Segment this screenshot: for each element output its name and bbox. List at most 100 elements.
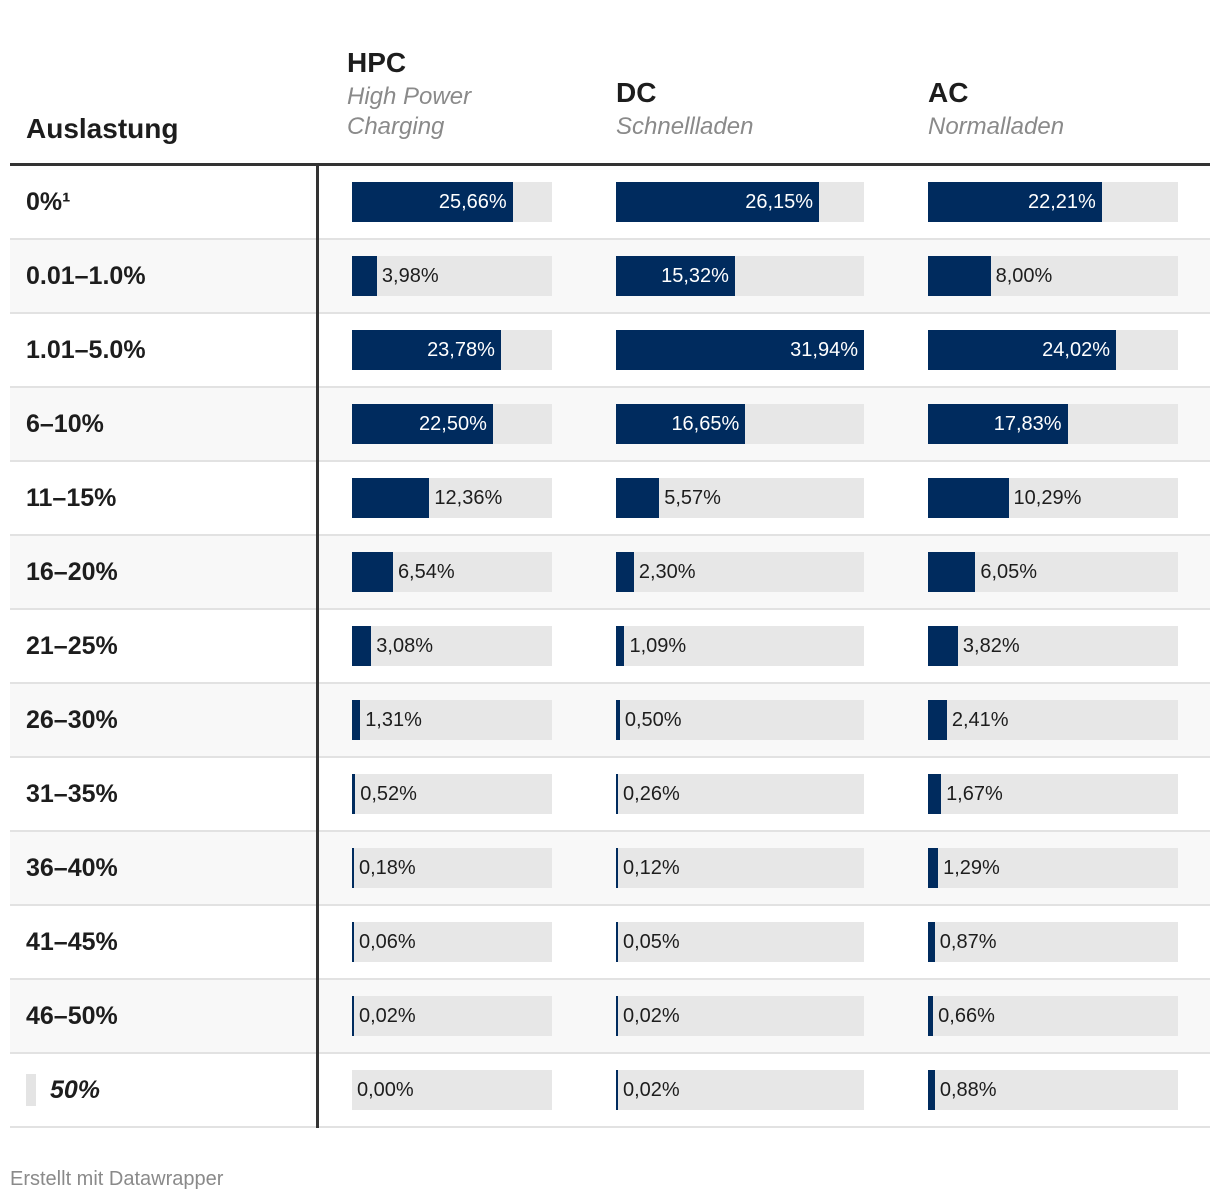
bar-value-label: 1,09% (629, 635, 687, 657)
bar-hpc (352, 478, 430, 518)
table-row: 0%¹ 25,66% 26,15% 22,21% (10, 166, 1210, 240)
table-row: 50% 0,00% 0,02% 0,88% (10, 1054, 1210, 1128)
bar-hpc (352, 404, 493, 444)
bar-value-label: 22,21% (1028, 191, 1096, 213)
bar-value-label: 3,08% (376, 635, 433, 657)
bar-track-dc: 16,65% (616, 404, 864, 444)
bar-value-label: 0,02% (623, 1005, 680, 1027)
row-label-header: Auslastung (26, 113, 179, 144)
bar-dc (616, 1070, 618, 1110)
bar-dc (616, 700, 620, 740)
bar-dc (616, 922, 618, 962)
bar-track-dc: 5,57% (616, 478, 864, 518)
table-row: 41–45% 0,06% 0,05% 0,87% (10, 906, 1210, 980)
table-row: 21–25% 3,08% 1,09% 3,82% (10, 610, 1210, 684)
bar-dc (616, 996, 618, 1036)
bar-track-hpc: 23,78% (352, 330, 552, 370)
bar-track-hpc: 3,98% (352, 256, 552, 296)
bar-hpc (352, 552, 393, 592)
table-row: 0.01–1.0% 3,98% 15,32% 8,00% (10, 240, 1210, 314)
bar-track-ac: 0,88% (928, 1070, 1178, 1110)
bar-ac (928, 774, 942, 814)
bar-track-dc: 2,30% (616, 552, 864, 592)
table-row: 26–30% 1,31% 0,50% 2,41% (10, 684, 1210, 758)
column-subtitle-ac: Normalladen (928, 113, 1065, 140)
row-label: 11–15% (26, 484, 117, 512)
bar-track-dc: 31,94% (616, 330, 864, 370)
column-subtitle-hpc-line1: High Power (347, 83, 472, 110)
bar-track-dc: 0,02% (616, 1070, 864, 1110)
bar-track-ac: 6,05% (928, 552, 1178, 592)
bar-hpc (352, 996, 354, 1036)
bar-value-label: 10,29% (1013, 487, 1082, 509)
table-row: 46–50% 0,02% 0,02% 0,66% (10, 980, 1210, 1054)
bar-value-label: 24,02% (1042, 339, 1111, 361)
bar-value-label: 12,36% (434, 487, 503, 509)
bar-value-label: 31,94% (790, 339, 858, 361)
table-row: 6–10% 22,50% 16,65% 17,83% (10, 388, 1210, 462)
table-row: 11–15% 12,36% 5,57% 10,29% (10, 462, 1210, 536)
bar-value-label: 0,26% (623, 783, 680, 805)
label-column-divider (316, 166, 319, 1128)
bar-value-label: 0,05% (623, 931, 680, 953)
bar-ac (928, 330, 1116, 370)
bar-track-ac: 10,29% (928, 478, 1178, 518)
bar-value-label: 26,15% (745, 191, 814, 213)
bar-value-label: 6,54% (397, 561, 455, 583)
bar-track-ac: 24,02% (928, 330, 1178, 370)
bar-track-hpc: 12,36% (352, 478, 552, 518)
bar-value-label: 0,87% (939, 931, 997, 953)
bar-ac (928, 996, 934, 1036)
bar-track-ac: 8,00% (928, 256, 1178, 296)
row-label: 21–25% (26, 632, 118, 660)
bar-track-ac: 2,41% (928, 700, 1178, 740)
bar-ac (928, 848, 939, 888)
bar-hpc (352, 182, 513, 222)
bar-value-label: 0,12% (623, 857, 680, 879)
bar-track-ac: 17,83% (928, 404, 1178, 444)
bar-dc (616, 182, 820, 222)
bar-value-label: 22,50% (419, 413, 487, 435)
row-label: 16–20% (26, 558, 118, 586)
bar-hpc (352, 700, 361, 740)
bar-track-ac: 0,87% (928, 922, 1178, 962)
row-label: 36–40% (26, 854, 118, 882)
bar-value-label: 0,52% (360, 783, 417, 805)
bar-value-label: 5,57% (664, 487, 721, 509)
bar-value-label: 25,66% (438, 191, 507, 213)
bar-value-label: 0,06% (359, 931, 416, 953)
bar-track-dc: 0,26% (616, 774, 864, 814)
bar-value-label: 0,50% (624, 709, 682, 731)
bar-hpc (352, 922, 354, 962)
bar-dc (616, 626, 625, 666)
bar-dc (616, 478, 660, 518)
bar-value-label: 2,41% (951, 709, 1009, 731)
bar-value-label: 0,88% (939, 1079, 997, 1101)
bar-ac (928, 626, 958, 666)
bar-value-label: 1,67% (946, 783, 1003, 805)
bar-ac (928, 404, 1068, 444)
row-label: 6–10% (26, 410, 104, 438)
bar-ac (928, 478, 1009, 518)
bar-track-ac: 1,29% (928, 848, 1178, 888)
bar-value-label: 6,05% (980, 561, 1038, 583)
bar-value-label: 0,00% (357, 1079, 414, 1101)
bar-track-dc: 0,12% (616, 848, 864, 888)
bar-hpc (352, 330, 501, 370)
bar-track-ac: 22,21% (928, 182, 1178, 222)
bar-track-hpc: 6,54% (352, 552, 552, 592)
bar-hpc (352, 256, 377, 296)
row-label: 41–45% (26, 928, 118, 956)
bar-track-hpc: 25,66% (352, 182, 552, 222)
row-label: 31–35% (26, 780, 118, 808)
column-subtitle-hpc-line2: Charging (347, 113, 445, 140)
bar-track-hpc: 0,02% (352, 996, 552, 1036)
bar-track-dc: 26,15% (616, 182, 864, 222)
bar-track-hpc: 1,31% (352, 700, 552, 740)
footer-credit: Erstellt mit Datawrapper (10, 1168, 224, 1190)
bar-track-hpc: 0,06% (352, 922, 552, 962)
bar-track-hpc: 22,50% (352, 404, 552, 444)
row-label: 1.01–5.0% (26, 336, 146, 364)
bar-dc (616, 774, 619, 814)
bar-value-label: 0,02% (623, 1079, 680, 1101)
